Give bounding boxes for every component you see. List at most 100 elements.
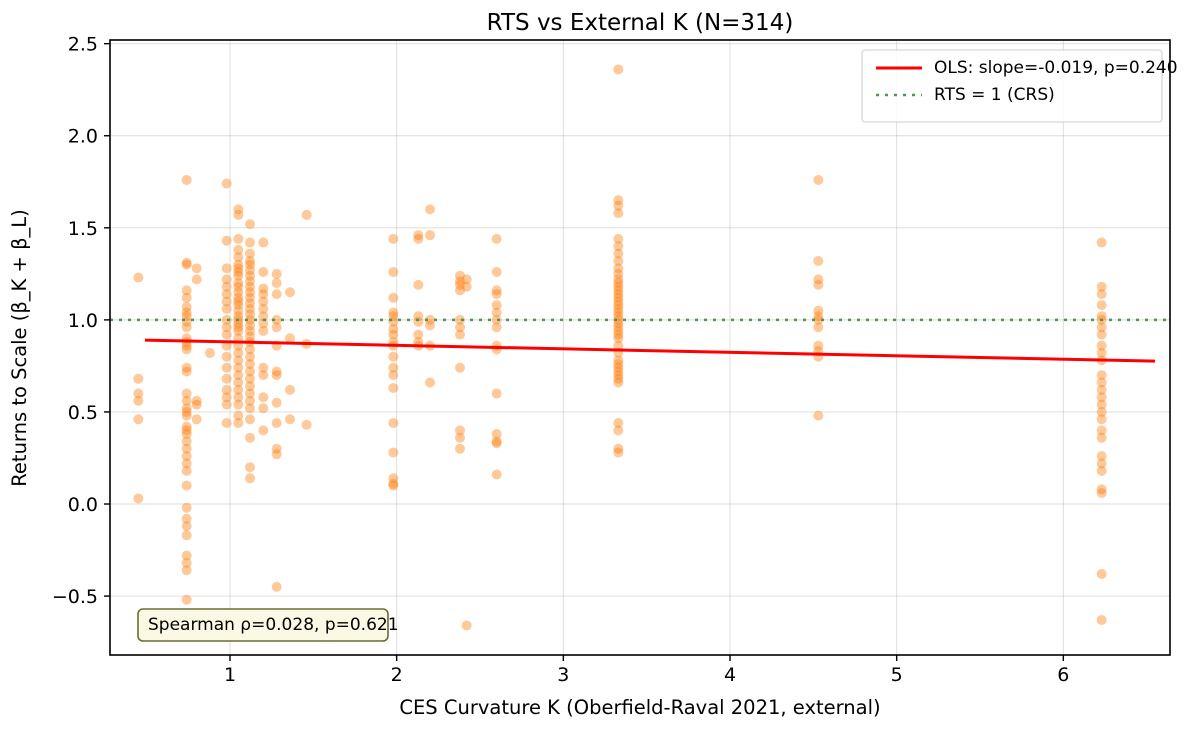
scatter-point — [181, 174, 192, 185]
scatter-point — [181, 285, 192, 296]
scatter-point — [271, 370, 282, 381]
scatter-point — [455, 362, 465, 373]
scatter-point — [181, 366, 192, 377]
scatter-point — [233, 392, 244, 403]
scatter-point — [233, 278, 244, 289]
scatter-point — [1096, 322, 1107, 333]
scatter-point — [613, 314, 624, 325]
scatter-point — [813, 322, 824, 333]
scatter-point — [221, 322, 232, 333]
scatter-point — [491, 307, 502, 318]
scatter-point — [813, 305, 824, 316]
x-tick-label: 3 — [557, 664, 569, 686]
scatter-point — [613, 289, 624, 300]
scatter-point — [301, 209, 312, 220]
scatter-point — [245, 270, 255, 281]
scatter-point — [221, 314, 232, 325]
scatter-point — [813, 410, 824, 421]
scatter-point — [613, 200, 624, 211]
axes-frame — [109, 39, 1171, 656]
scatter-point — [271, 268, 282, 279]
scatter-point — [245, 265, 255, 276]
scatter-point — [258, 303, 269, 314]
scatter-point — [613, 370, 624, 381]
scatter-point — [425, 377, 435, 388]
scatter-point — [1096, 432, 1107, 443]
scatter-point — [1096, 484, 1107, 495]
scatter-point — [245, 259, 255, 270]
scatter-point — [245, 381, 255, 392]
scatter-point — [425, 320, 435, 331]
x-axis-label: CES Curvature K (Oberfield-Raval 2021, e… — [399, 696, 880, 719]
y-tick-label: 0.0 — [68, 494, 98, 516]
scatter-point — [491, 285, 502, 296]
scatter-point — [1096, 237, 1107, 248]
y-tick-label: −0.5 — [52, 586, 98, 608]
scatter-point — [1096, 348, 1107, 359]
scatter-point — [133, 414, 144, 425]
scatter-point — [455, 270, 465, 281]
scatter-point — [613, 64, 624, 75]
scatter-point — [491, 322, 502, 333]
scatter-point — [133, 395, 144, 406]
scatter-point — [388, 480, 399, 491]
scatter-point — [245, 292, 255, 303]
scatter-point — [233, 410, 244, 421]
scatter-point — [245, 303, 255, 314]
scatter-point — [388, 233, 399, 244]
scatter-point — [258, 392, 269, 403]
ols-fit-line — [144, 338, 1156, 363]
scatter-point — [613, 417, 624, 428]
scatter-point — [233, 399, 244, 410]
scatter-point — [258, 237, 269, 248]
scatter-point — [455, 432, 465, 443]
scatter-point — [613, 300, 624, 311]
scatter-point — [181, 513, 192, 524]
ols-regression-line — [144, 338, 1156, 363]
scatter-point — [245, 237, 255, 248]
scatter-point — [245, 255, 255, 266]
scatter-point — [491, 300, 502, 311]
scatter-point — [233, 384, 244, 395]
scatter-point — [613, 322, 624, 333]
scatter-point — [233, 325, 244, 336]
scatter-point — [233, 348, 244, 359]
scatter-point — [233, 377, 244, 388]
scatter-point — [413, 329, 424, 340]
scatter-point — [388, 292, 399, 303]
scatter-point — [613, 362, 624, 373]
scatter-point — [245, 395, 255, 406]
scatter-point — [613, 377, 624, 388]
scatter-point — [221, 281, 232, 292]
scatter-point — [245, 344, 255, 355]
scatter-point — [613, 443, 624, 454]
x-tick-label: 1 — [224, 664, 236, 686]
chart-legend: OLS: slope=-0.019, p=0.240 RTS = 1 (CRS) — [861, 49, 1178, 123]
scatter-point — [491, 344, 502, 355]
scatter-point — [233, 300, 244, 311]
scatter-point — [181, 557, 192, 568]
scatter-point — [245, 325, 255, 336]
scatter-point — [181, 465, 192, 476]
scatter-point — [258, 370, 269, 381]
y-tick-label: 1.5 — [68, 218, 98, 240]
scatter-point — [1096, 329, 1107, 340]
scatter-point — [271, 289, 282, 300]
scatter-point — [221, 296, 232, 307]
scatter-point — [491, 388, 502, 399]
scatter-point — [1096, 377, 1107, 388]
scatter-point — [1096, 399, 1107, 410]
scatter-point — [613, 296, 624, 307]
scatter-point — [461, 274, 472, 285]
scatter-point — [191, 399, 202, 410]
scatter-point — [491, 469, 502, 480]
scatter-point — [221, 362, 232, 373]
scatter-point — [245, 373, 255, 384]
scatter-point — [271, 397, 282, 408]
scatter-points — [133, 64, 1107, 631]
scatter-point — [245, 473, 255, 484]
scatter-point — [413, 233, 424, 244]
scatter-point — [271, 443, 282, 454]
scatter-point — [491, 436, 502, 447]
